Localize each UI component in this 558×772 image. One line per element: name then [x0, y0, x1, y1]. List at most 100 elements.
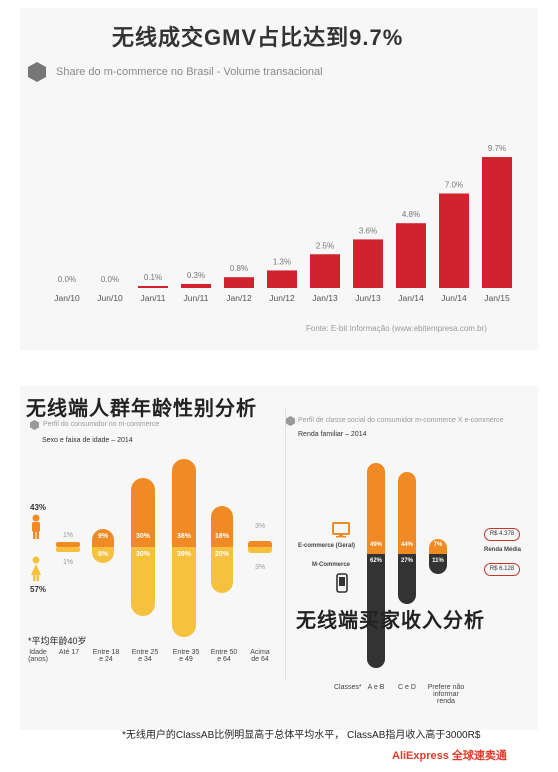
income-top-box: R$ 4.378	[484, 528, 520, 541]
aliexpress-logo: AliExpress 全球速卖通	[392, 750, 507, 762]
x-tick-label: Jan/14	[398, 293, 424, 303]
chart-subtitle: Share do m-commerce no Brasil - Volume t…	[56, 66, 323, 78]
age-bar-50-64-female	[211, 547, 233, 593]
value-label: 0.0%	[101, 275, 119, 284]
class-na-ecommerce-bar	[429, 539, 447, 554]
x-tick-label: Jun/10	[97, 293, 123, 303]
age-bar-50-64-male	[211, 506, 233, 547]
male-icon	[32, 514, 40, 539]
class-na-mcommerce-bar	[429, 554, 447, 574]
gmv-share-heading: 无线成交GMV占比达到9.7%	[112, 25, 404, 50]
age-pct-female: 3%	[254, 564, 266, 571]
bar-Jan-14	[396, 223, 426, 288]
age-pct-female: 8%	[97, 551, 109, 558]
male-share: 43%	[30, 503, 47, 512]
value-label: 7.0%	[445, 181, 463, 190]
x-tick-label: Jun/12	[269, 293, 295, 303]
monitor-icon	[332, 522, 350, 538]
value-label: 0.3%	[187, 271, 205, 280]
hexagon-icon	[286, 416, 295, 426]
class-pct-mcommerce: 11%	[432, 558, 444, 564]
age-bar-18-24-female	[92, 547, 114, 563]
age-panel-caption: Sexo e faixa de idade – 2014	[42, 437, 133, 444]
average-age-note: *平均年龄40岁	[28, 636, 87, 646]
age-pct-female: 39%	[176, 551, 191, 558]
age-gender-heading: 无线端人群年龄性别分析	[26, 398, 257, 420]
age-pct-male: 1%	[62, 532, 74, 539]
age-bar-64plus-female	[248, 547, 272, 553]
mcommerce-label: M-Commerce	[312, 562, 351, 568]
class-cd-mcommerce-bar	[398, 554, 416, 604]
x-tick-label: Jan/10	[54, 293, 80, 303]
value-label: 9.7%	[488, 144, 506, 153]
age-bar-64plus-male	[248, 541, 272, 547]
age-pct-male: 30%	[135, 533, 150, 540]
panel-divider	[285, 408, 286, 680]
value-label: 1.3%	[273, 257, 291, 266]
income-panel-subtitle: Perfil de classe social do consumidor m-…	[298, 417, 504, 424]
age-pct-male: 9%	[97, 533, 109, 540]
bar-Jan-13	[310, 254, 340, 288]
class-pct-ecommerce: 49%	[369, 542, 382, 548]
chart-source: Fonte: E-bit Informação (www.ebitempresa…	[306, 324, 487, 333]
age-label: Até 17	[58, 649, 80, 656]
class-pct-mcommerce: 27%	[400, 558, 413, 564]
x-tick-label: Jan/13	[312, 293, 338, 303]
value-label: 3.6%	[359, 226, 377, 235]
bar-Jun-13	[353, 239, 383, 288]
age-bar-25-34-male	[131, 478, 155, 547]
age-bar-ate17-male	[56, 542, 80, 547]
hexagon-icon	[28, 62, 46, 82]
class-label: Prefere não informar renda	[427, 684, 465, 705]
x-tick-label: Jun/11	[184, 293, 209, 303]
class-ab-mcommerce-bar	[367, 554, 385, 668]
age-pct-male: 38%	[176, 533, 191, 540]
age-label: Entre 25 e 34	[131, 649, 159, 663]
age-label: Entre 18 e 24	[92, 649, 120, 663]
bar-Jan-15	[482, 157, 512, 288]
value-label: 0.0%	[58, 275, 76, 284]
class-pct-mcommerce: 62%	[369, 558, 382, 564]
mcommerce-share-bar-chart: 0.0% Jan/10 0.0% Jun/10 0.1% Jan/11 0.3% Jun/11…	[54, 144, 512, 303]
age-pct-female: 1%	[62, 559, 74, 566]
income-heading: 无线端买家收入分析	[296, 610, 485, 632]
female-icon	[31, 556, 41, 581]
footnote: *无线用户的ClassAB比例明显高于总体平均水平， ClassAB指月收入高于…	[122, 730, 481, 741]
x-tick-label: Jan/11	[141, 293, 166, 303]
x-tick-label: Jun/14	[441, 293, 467, 303]
age-label: Entre 35 e 49	[172, 649, 200, 663]
age-axis-label: Idade (anos)	[28, 649, 48, 663]
age-bar-35-49-female	[172, 547, 196, 637]
income-panel-caption: Renda familiar – 2014	[298, 431, 367, 438]
age-pct-male: 18%	[214, 533, 229, 540]
female-share: 57%	[30, 585, 47, 594]
hexagon-icon	[30, 420, 39, 430]
bar-Jan-12	[224, 277, 254, 288]
ecommerce-label: E-commerce (Geral)	[298, 543, 356, 549]
class-pct-ecommerce: 7%	[433, 542, 443, 548]
bar-Jun-14	[439, 193, 469, 288]
value-label: 0.1%	[144, 273, 162, 282]
age-pct-female: 20%	[214, 551, 229, 558]
bar-Jan-11	[138, 286, 168, 288]
age-bar-35-49-male	[172, 459, 196, 547]
class-label: C e D	[398, 684, 416, 691]
class-pct-ecommerce: 44%	[400, 542, 413, 548]
class-ab-ecommerce-bar	[367, 463, 385, 554]
bar-Jun-11	[181, 283, 211, 288]
age-bar-ate17-female	[56, 547, 80, 552]
phone-icon	[336, 573, 348, 593]
age-bar-18-24-male	[92, 529, 114, 547]
age-pct-male: 3%	[254, 523, 266, 530]
age-panel-subtitle: Perfil do consumidor no m-commerce	[43, 421, 160, 428]
top-panel	[20, 8, 538, 350]
bar-Jun-12	[267, 270, 297, 288]
age-label: Entre 50 e 64	[210, 649, 238, 663]
age-label: Acima de 64	[250, 649, 270, 663]
class-cd-ecommerce-bar	[398, 472, 416, 554]
income-bottom-box: R$ 6.128	[484, 563, 520, 576]
x-tick-label: Jan/15	[484, 293, 510, 303]
value-label: 2.5%	[316, 241, 334, 250]
classes-label: Classes*	[334, 684, 362, 691]
class-label: A e B	[367, 684, 385, 691]
